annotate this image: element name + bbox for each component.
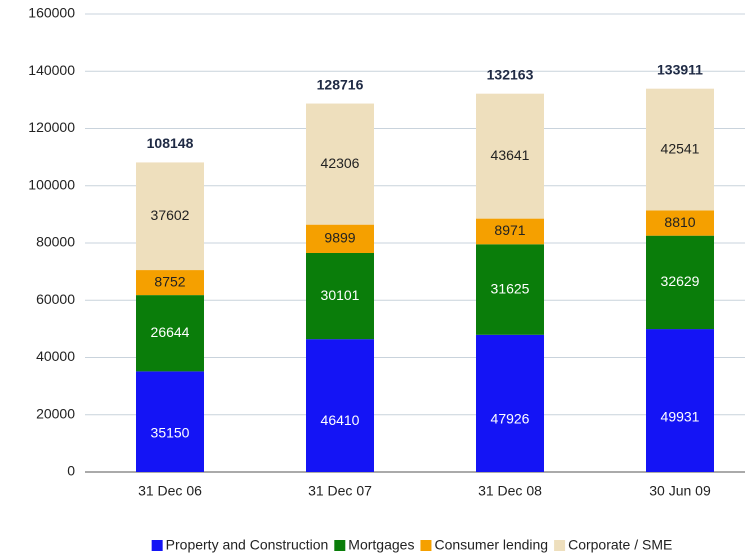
bar-segment	[476, 93, 544, 219]
bar-segment	[646, 329, 714, 472]
bar-segment	[646, 88, 714, 211]
legend-label: Corporate / SME	[568, 537, 672, 553]
x-tick-label: 31 Dec 06	[138, 483, 202, 499]
x-tick-label: 30 Jun 09	[649, 483, 711, 499]
data-label: 35150	[151, 424, 190, 440]
bar-segment	[646, 210, 714, 236]
bar-segment	[476, 244, 544, 335]
data-label: 37602	[151, 207, 190, 223]
y-tick-label: 0	[67, 463, 75, 479]
data-label: 31625	[491, 280, 530, 296]
total-label: 132163	[487, 66, 534, 82]
legend-label: Property and Construction	[166, 537, 329, 553]
data-label: 9899	[324, 230, 355, 246]
data-label: 43641	[491, 147, 530, 163]
y-tick-label: 120000	[28, 119, 75, 135]
data-label: 47926	[491, 411, 530, 427]
y-tick-label: 140000	[28, 62, 75, 78]
bar-segment	[476, 334, 544, 472]
total-label: 128716	[317, 76, 364, 92]
y-tick-label: 40000	[36, 348, 75, 364]
x-tick-label: 31 Dec 08	[478, 483, 542, 499]
legend-swatch	[554, 540, 566, 551]
bar-segment	[306, 339, 374, 472]
bar-segment	[306, 252, 374, 340]
legend-swatch	[334, 540, 346, 551]
data-label: 49931	[661, 408, 700, 424]
bar-segment	[646, 235, 714, 330]
y-tick-label: 160000	[28, 5, 75, 21]
data-label: 30101	[321, 287, 360, 303]
bar-segment	[306, 103, 374, 225]
legend-swatch	[151, 540, 163, 551]
x-tick-label: 31 Dec 07	[308, 483, 372, 499]
legend-swatch	[420, 540, 432, 551]
y-tick-label: 20000	[36, 405, 75, 421]
bar-segment	[136, 162, 204, 271]
bar-segment	[136, 270, 204, 296]
bar-segment	[306, 224, 374, 253]
total-label: 133911	[657, 61, 703, 77]
data-label: 8971	[494, 222, 525, 238]
y-tick-label: 80000	[36, 234, 75, 250]
data-label: 42541	[661, 140, 700, 156]
total-label: 108148	[147, 135, 194, 151]
y-tick-label: 60000	[36, 291, 75, 307]
data-label: 42306	[321, 155, 360, 171]
data-label: 8752	[154, 273, 185, 289]
data-label: 32629	[661, 273, 700, 289]
data-label: 26644	[151, 324, 190, 340]
legend-label: Mortgages	[348, 537, 414, 553]
bar-segment	[476, 218, 544, 245]
bar-segment	[136, 371, 204, 472]
legend-label: Consumer lending	[434, 537, 548, 553]
y-tick-label: 100000	[28, 176, 75, 192]
data-label: 46410	[321, 412, 360, 428]
bar-segment	[136, 295, 204, 372]
data-label: 8810	[664, 214, 695, 230]
